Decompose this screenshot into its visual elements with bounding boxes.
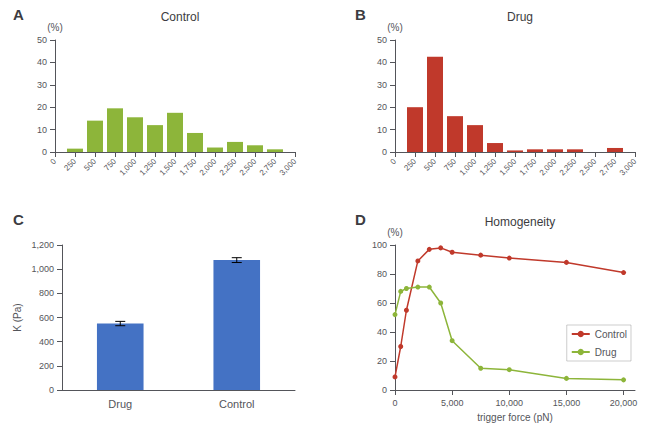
svg-text:1,500: 1,500 [158, 156, 179, 177]
svg-text:Control: Control [595, 329, 627, 340]
svg-text:30: 30 [377, 80, 387, 90]
svg-text:2,500: 2,500 [238, 156, 259, 177]
svg-text:Homogeneity: Homogeneity [485, 215, 556, 229]
svg-text:15,000: 15,000 [553, 398, 581, 408]
svg-text:(%): (%) [47, 22, 63, 33]
svg-text:800: 800 [39, 288, 54, 298]
svg-text:60: 60 [377, 298, 387, 308]
svg-text:1,250: 1,250 [478, 156, 499, 177]
svg-text:100: 100 [372, 240, 387, 250]
svg-text:10: 10 [377, 125, 387, 135]
svg-text:2,750: 2,750 [258, 156, 279, 177]
svg-text:10: 10 [37, 125, 47, 135]
svg-text:20: 20 [377, 102, 387, 112]
svg-text:2,750: 2,750 [598, 156, 619, 177]
svg-text:0: 0 [382, 147, 387, 157]
svg-text:50: 50 [37, 35, 47, 45]
svg-text:20: 20 [377, 356, 387, 366]
svg-text:20,000: 20,000 [610, 398, 638, 408]
svg-text:3,000: 3,000 [278, 156, 299, 177]
svg-text:2,250: 2,250 [218, 156, 239, 177]
svg-text:2,250: 2,250 [558, 156, 579, 177]
svg-text:C: C [13, 211, 24, 228]
svg-text:2,000: 2,000 [538, 156, 559, 177]
svg-text:1,750: 1,750 [178, 156, 199, 177]
svg-text:0: 0 [382, 385, 387, 395]
svg-text:1,000: 1,000 [118, 156, 139, 177]
svg-text:1,200: 1,200 [31, 240, 54, 250]
svg-text:(%): (%) [387, 227, 403, 238]
svg-text:D: D [355, 211, 366, 228]
svg-text:20: 20 [37, 102, 47, 112]
svg-text:80: 80 [377, 269, 387, 279]
svg-text:500: 500 [82, 156, 98, 172]
svg-text:A: A [13, 6, 24, 23]
svg-text:250: 250 [402, 156, 418, 172]
svg-text:trigger force (pN): trigger force (pN) [477, 412, 553, 423]
svg-text:1,750: 1,750 [518, 156, 539, 177]
svg-text:750: 750 [102, 156, 118, 172]
svg-text:600: 600 [39, 313, 54, 323]
svg-text:Drug: Drug [108, 398, 132, 410]
svg-text:2,500: 2,500 [578, 156, 599, 177]
svg-text:0: 0 [49, 156, 59, 166]
svg-text:10,000: 10,000 [496, 398, 524, 408]
svg-text:0: 0 [49, 385, 54, 395]
svg-text:0: 0 [42, 147, 47, 157]
svg-text:Control: Control [161, 10, 200, 24]
svg-text:400: 400 [39, 337, 54, 347]
svg-text:Control: Control [219, 398, 254, 410]
svg-text:1,500: 1,500 [498, 156, 519, 177]
svg-text:Drug: Drug [507, 10, 533, 24]
svg-text:200: 200 [39, 361, 54, 371]
svg-text:40: 40 [37, 57, 47, 67]
svg-text:50: 50 [377, 35, 387, 45]
svg-text:B: B [355, 6, 366, 23]
svg-text:1,000: 1,000 [458, 156, 479, 177]
svg-text:Drug: Drug [595, 347, 617, 358]
svg-text:40: 40 [377, 327, 387, 337]
svg-text:K (Pa): K (Pa) [12, 303, 23, 331]
svg-text:30: 30 [37, 80, 47, 90]
svg-text:2,000: 2,000 [198, 156, 219, 177]
svg-text:40: 40 [377, 57, 387, 67]
svg-text:0: 0 [392, 398, 397, 408]
svg-text:0: 0 [389, 156, 399, 166]
svg-text:1,250: 1,250 [138, 156, 159, 177]
svg-text:250: 250 [62, 156, 78, 172]
svg-text:500: 500 [422, 156, 438, 172]
svg-text:5,000: 5,000 [441, 398, 464, 408]
svg-text:(%): (%) [387, 22, 403, 33]
svg-text:3,000: 3,000 [618, 156, 639, 177]
svg-text:750: 750 [442, 156, 458, 172]
svg-text:1,000: 1,000 [31, 264, 54, 274]
